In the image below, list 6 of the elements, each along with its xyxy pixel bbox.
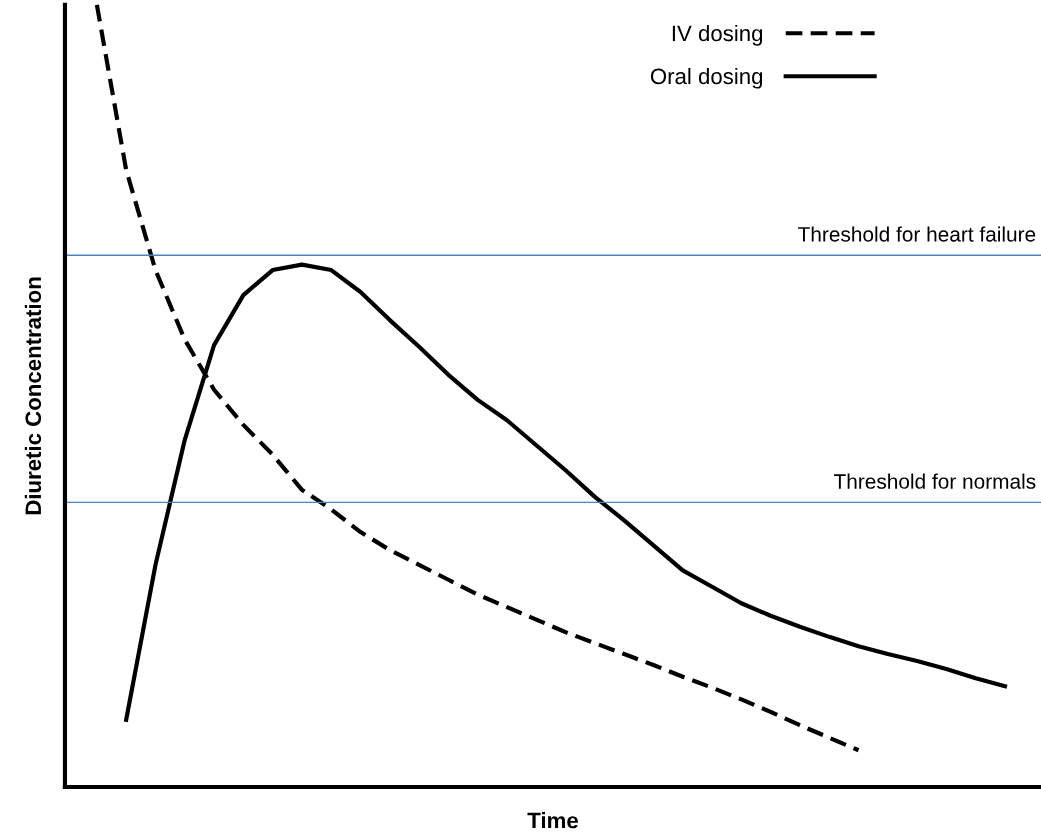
ref-line-label: Threshold for normals — [833, 473, 1036, 489]
legend-label: Oral dosing — [650, 67, 763, 89]
legend-label: IV dosing — [672, 24, 763, 46]
ref-line-label: Threshold for heart failure — [798, 226, 1036, 242]
y-axis-title: Diuretic Concentration — [24, 277, 42, 515]
x-axis-title: Time — [527, 812, 578, 829]
